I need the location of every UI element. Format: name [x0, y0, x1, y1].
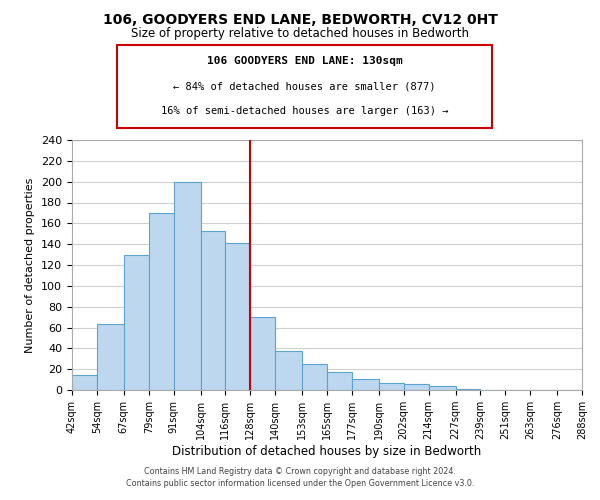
Text: 106, GOODYERS END LANE, BEDWORTH, CV12 0HT: 106, GOODYERS END LANE, BEDWORTH, CV12 0… [103, 12, 497, 26]
Bar [275, 352, 302, 390]
Bar [404, 384, 428, 390]
Bar [250, 317, 275, 390]
Bar [455, 389, 481, 390]
Bar [352, 378, 379, 390]
X-axis label: Distribution of detached houses by size in Bedworth: Distribution of detached houses by size … [172, 445, 482, 458]
Bar [226, 243, 250, 390]
Text: 106 GOODYERS END LANE: 130sqm: 106 GOODYERS END LANE: 130sqm [206, 56, 403, 66]
Bar [327, 372, 352, 390]
Text: ← 84% of detached houses are smaller (877): ← 84% of detached houses are smaller (87… [173, 81, 436, 91]
Bar [149, 213, 173, 390]
Text: 16% of semi-detached houses are larger (163) →: 16% of semi-detached houses are larger (… [161, 106, 448, 116]
Bar [428, 386, 455, 390]
Bar [302, 364, 327, 390]
Text: Contains public sector information licensed under the Open Government Licence v3: Contains public sector information licen… [126, 478, 474, 488]
Text: Contains HM Land Registry data © Crown copyright and database right 2024.: Contains HM Land Registry data © Crown c… [144, 467, 456, 476]
Bar [379, 382, 404, 390]
Bar [200, 230, 226, 390]
Bar [173, 182, 200, 390]
Text: Size of property relative to detached houses in Bedworth: Size of property relative to detached ho… [131, 28, 469, 40]
Bar [97, 324, 124, 390]
Y-axis label: Number of detached properties: Number of detached properties [25, 178, 35, 352]
Bar [72, 376, 97, 390]
Bar [124, 254, 149, 390]
